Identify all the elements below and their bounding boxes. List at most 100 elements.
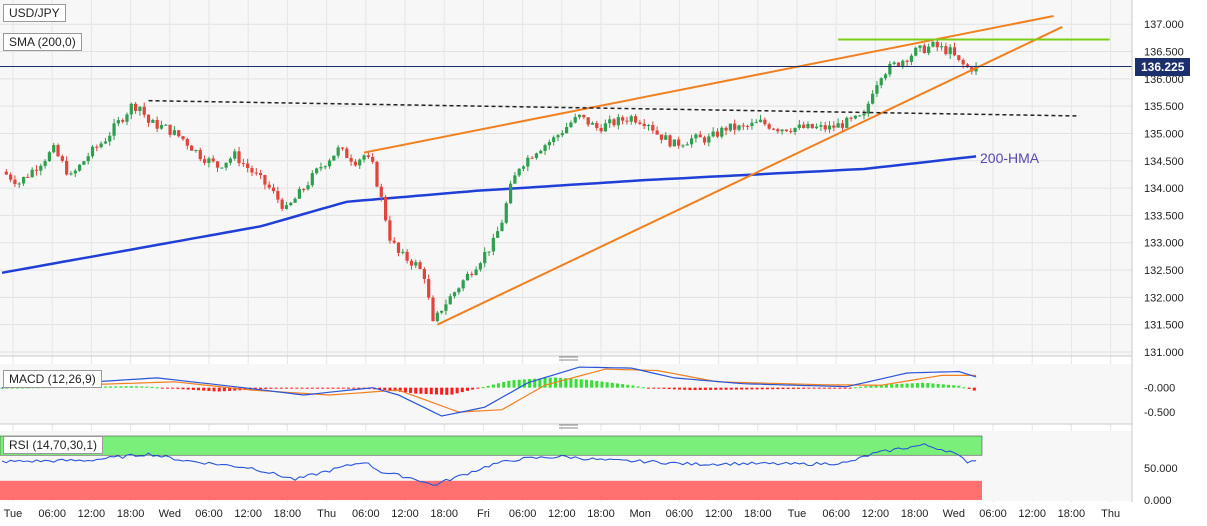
macd-histogram-bar [926, 383, 930, 388]
macd-histogram-bar [574, 378, 578, 388]
candle-body [86, 156, 90, 162]
macd-signal-line [1, 368, 977, 413]
macd-histogram-bar [217, 387, 221, 392]
candle-body [621, 117, 625, 121]
candle-body [220, 167, 224, 169]
candle-body [789, 131, 793, 133]
time-tick-label: 06:00 [509, 508, 537, 520]
candle-body [349, 158, 353, 162]
candle-body [151, 120, 155, 123]
macd-histogram-bar [796, 387, 800, 389]
candle-body [896, 62, 901, 67]
macd-histogram-bar [595, 380, 599, 388]
sma-indicator-label[interactable]: SMA (200,0) [3, 33, 82, 51]
macd-histogram-bar [284, 387, 288, 389]
time-tick-label: Mon [629, 508, 650, 520]
time-axis-ticks: Tue 06:00 12:00 18:00 Wed 06:00 12:00 18:00 Thu 0… [4, 508, 1120, 520]
candle-body [965, 64, 970, 68]
candle-body [685, 144, 689, 146]
macd-histogram-bar [631, 385, 635, 388]
candle-body [845, 117, 849, 128]
macd-histogram-bar [698, 387, 702, 391]
macd-histogram-bar [222, 387, 226, 392]
candle-body [504, 203, 508, 223]
macd-histogram-bar [657, 387, 661, 389]
candle-body [478, 263, 483, 270]
time-tick-label: Fri [477, 508, 490, 520]
panel-resize-handle[interactable] [559, 424, 578, 429]
candle-body [948, 47, 952, 55]
candle-body [121, 120, 125, 122]
candle-body [383, 196, 388, 221]
macd-histogram-bar [409, 387, 413, 393]
macd-indicator-label[interactable]: MACD (12,26,9) [3, 370, 102, 388]
candle-body [625, 120, 629, 122]
macd-histogram-bar [652, 387, 656, 389]
candle-body [388, 220, 392, 241]
candle-body [211, 158, 215, 162]
candle-body [763, 119, 767, 125]
macd-histogram-bar [207, 387, 211, 391]
macd-histogram-bar [347, 387, 351, 389]
candle-body [599, 128, 603, 132]
macd-histogram-bar [181, 387, 185, 390]
candle-body [754, 122, 758, 124]
price-tick-label: 133.000 [1144, 238, 1184, 250]
candle-body [474, 269, 478, 275]
panel-resize-handle[interactable] [559, 356, 578, 361]
price-tick-label: 136.500 [1144, 47, 1184, 59]
macd-histogram-bar [140, 386, 144, 388]
candle-body [608, 119, 612, 124]
candle-body [957, 55, 961, 60]
macd-histogram-bar [672, 387, 676, 390]
candle-body [129, 103, 133, 115]
candle-body [30, 169, 34, 178]
macd-histogram-bar [900, 383, 904, 388]
rsi-indicator-label[interactable]: RSI (14,70,30,1) [3, 436, 104, 454]
candle-body [56, 145, 60, 157]
candle-body [840, 123, 845, 128]
macd-histogram-bar [905, 383, 909, 388]
candle-body [616, 117, 620, 126]
candle-body [293, 198, 297, 203]
rsi-tick-label: 50.000 [1144, 463, 1178, 475]
macd-histogram-bar [703, 387, 707, 390]
macd-histogram-bar [584, 379, 588, 388]
candle-body [310, 173, 314, 186]
candle-body [905, 60, 909, 62]
candle-body [823, 125, 827, 130]
candle-body [306, 185, 310, 190]
macd-histogram-bar [197, 387, 201, 391]
macd-histogram-bar [326, 387, 330, 389]
macd-histogram-bar [869, 385, 873, 388]
macd-histogram-bar [962, 387, 966, 389]
candle-body [21, 176, 26, 184]
time-tick-label: 06:00 [38, 508, 66, 520]
macd-line [1, 366, 977, 417]
macd-histogram-bar [678, 387, 682, 390]
candle-body [543, 145, 547, 151]
price-tick-label: 137.000 [1144, 19, 1184, 31]
candle-body [927, 46, 931, 54]
macd-histogram-bar [10, 387, 14, 389]
time-tick-label: Thu [1101, 508, 1120, 520]
candle-body [177, 130, 181, 137]
candle-body [750, 122, 754, 127]
macd-tick-label: -0.500 [1144, 407, 1175, 419]
macd-histogram-bar [548, 377, 552, 388]
candle-body [702, 137, 707, 143]
candle-body [547, 142, 551, 146]
rsi-overbought-zone [0, 435, 983, 456]
macd-histogram-bar [688, 387, 692, 391]
macd-histogram-bar [636, 386, 640, 388]
candle-body [159, 125, 164, 129]
candle-body [651, 125, 655, 131]
candle-body [172, 130, 176, 135]
candle-body [362, 155, 366, 160]
symbol-label[interactable]: USD/JPY [3, 4, 66, 22]
candle-body [758, 119, 763, 123]
macd-histogram-bar [915, 383, 919, 388]
macd-histogram-bar [600, 381, 604, 388]
candle-body [849, 117, 853, 119]
macd-histogram-bar [419, 387, 423, 394]
